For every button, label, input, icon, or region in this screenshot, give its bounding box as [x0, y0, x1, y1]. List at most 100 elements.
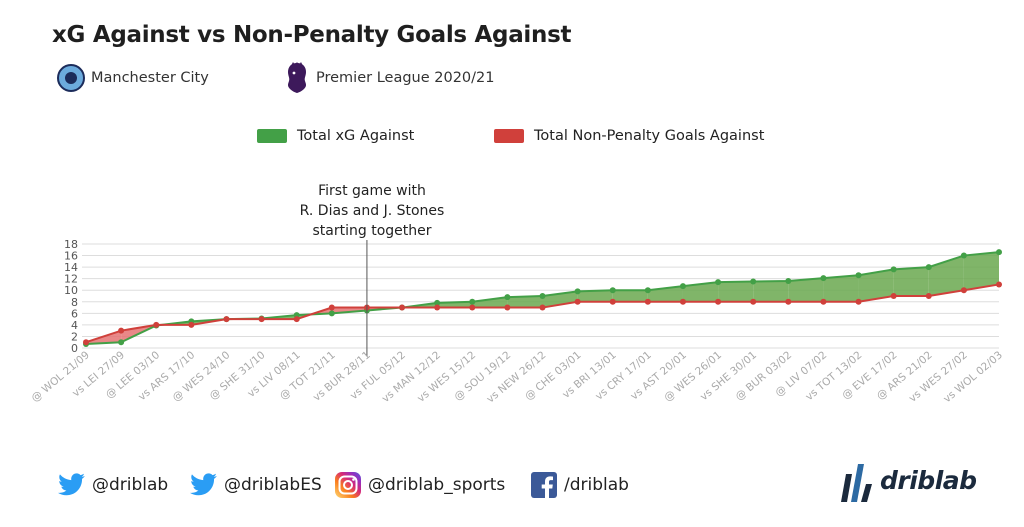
twitter-handle: @driblab	[92, 475, 169, 495]
y-tick-label: 8	[71, 296, 78, 309]
data-point-xg	[504, 294, 511, 301]
area-fill	[507, 296, 543, 308]
team-info: Manchester City	[57, 62, 209, 94]
area-fill	[788, 278, 824, 302]
twitter-bird-icon	[190, 473, 217, 496]
data-point-goals	[855, 298, 862, 305]
premier-league-lion-icon	[288, 62, 306, 93]
data-point-goals	[328, 304, 335, 311]
driblab-logo-icon	[841, 464, 872, 502]
data-point-xg	[328, 310, 335, 317]
y-tick-label: 18	[64, 238, 78, 251]
y-tick-label: 0	[71, 342, 78, 355]
annotation-line-3: starting together	[312, 223, 432, 239]
area-fill	[823, 275, 859, 302]
data-point-xg	[820, 275, 827, 282]
area-fill	[753, 280, 789, 302]
y-tick-label: 2	[71, 330, 78, 343]
brand-logo: driblab	[838, 458, 977, 502]
chart-legend: Total xG Against Total Non-Penalty Goals…	[0, 128, 1024, 152]
data-point-xg	[715, 279, 722, 286]
data-point-xg	[644, 287, 651, 294]
area-fill	[682, 282, 719, 302]
footer-facebook[interactable]: /driblab	[530, 468, 629, 502]
data-point-goals	[83, 339, 89, 346]
team-name: Manchester City	[91, 70, 209, 86]
data-point-goals	[504, 304, 511, 311]
data-point-xg	[469, 298, 476, 305]
footer-twitter-1[interactable]: @driblab	[58, 468, 168, 502]
data-point-goals	[609, 298, 616, 305]
facebook-icon	[531, 472, 557, 499]
area-fill	[472, 297, 508, 308]
x-tick-label: @ WOL 21/09	[29, 349, 92, 404]
annotation-line-1: First game with	[318, 183, 426, 199]
area-fill	[928, 255, 964, 296]
data-point-xg	[679, 283, 686, 290]
area-fill	[718, 281, 754, 302]
competition-name: Premier League 2020/21	[316, 70, 495, 86]
legend-item-xg: Total xG Against	[257, 128, 414, 144]
data-point-goals	[399, 304, 406, 311]
data-point-xg	[960, 252, 967, 259]
data-point-goals	[679, 298, 686, 305]
twitter-handle-es: @driblabES	[224, 475, 322, 495]
instagram-icon	[335, 472, 361, 498]
page-title: xG Against vs Non-Penalty Goals Against	[52, 22, 572, 48]
data-point-xg	[855, 272, 862, 279]
data-point-goals	[996, 281, 1002, 288]
data-point-xg	[609, 287, 616, 294]
legend-label-xg: Total xG Against	[297, 128, 415, 144]
y-tick-label: 16	[64, 250, 78, 263]
legend-swatch-goals	[494, 129, 524, 143]
data-point-goals	[434, 304, 441, 311]
area-fill	[577, 290, 613, 302]
data-point-xg	[996, 249, 1002, 256]
data-point-goals	[960, 287, 967, 294]
data-point-goals	[750, 298, 757, 305]
data-point-goals	[223, 316, 230, 323]
y-tick-label: 6	[71, 307, 78, 320]
footer-instagram[interactable]: @driblab_sports	[334, 468, 505, 502]
manchester-city-crest-icon	[57, 64, 85, 92]
data-point-goals	[925, 293, 932, 299]
instagram-handle: @driblab_sports	[368, 475, 506, 495]
data-point-goals	[820, 298, 827, 305]
legend-swatch-xg	[257, 129, 287, 143]
data-point-goals	[715, 298, 722, 305]
y-tick-label: 10	[64, 284, 78, 297]
data-point-goals	[293, 316, 300, 323]
data-point-goals	[785, 298, 792, 305]
data-point-xg	[925, 264, 932, 271]
data-point-goals	[890, 293, 897, 299]
twitter-bird-icon	[58, 473, 85, 496]
data-point-xg	[890, 266, 897, 273]
data-point-goals	[469, 304, 476, 311]
legend-label-goals: Total Non-Penalty Goals Against	[534, 128, 765, 144]
data-point-xg	[750, 278, 757, 285]
footer-twitter-2[interactable]: @driblabES	[190, 468, 322, 502]
data-point-xg	[785, 277, 792, 284]
annotation-line-2: R. Dias and J. Stones	[299, 203, 445, 219]
data-point-xg	[539, 293, 546, 299]
data-point-xg	[574, 288, 581, 295]
area-fill	[612, 290, 648, 302]
brand-name: driblab	[880, 465, 977, 495]
data-point-goals	[258, 316, 265, 323]
data-point-goals	[539, 304, 546, 311]
data-point-xg	[118, 339, 125, 346]
data-point-goals	[644, 298, 651, 305]
area-fill	[893, 267, 929, 296]
data-point-goals	[118, 327, 125, 334]
y-tick-label: 4	[71, 319, 78, 332]
data-point-goals	[153, 321, 160, 328]
data-point-xg	[434, 299, 441, 306]
competition-info: Premier League 2020/21	[284, 62, 495, 94]
chart-annotation: First game with R. Dias and J. Stones st…	[262, 181, 482, 241]
data-point-goals	[574, 298, 581, 305]
area-fill	[858, 269, 894, 302]
legend-item-goals: Total Non-Penalty Goals Against	[494, 128, 764, 144]
data-point-goals	[188, 321, 195, 328]
y-tick-label: 14	[64, 261, 78, 274]
